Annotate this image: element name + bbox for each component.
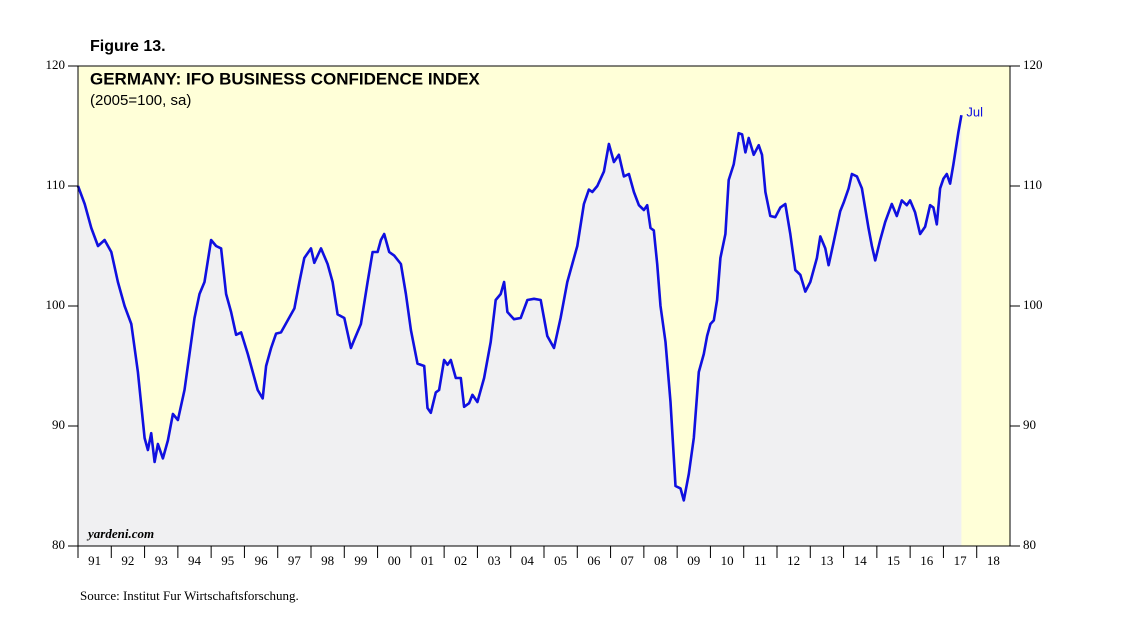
x-tick-label: 11 [754,553,767,568]
x-tick-label: 09 [687,553,700,568]
x-tick-label: 06 [587,553,601,568]
subtitle: (2005=100, sa) [90,92,191,109]
x-tick-label: 05 [554,553,567,568]
x-tick-label: 93 [155,553,168,568]
source: Source: Institut Fur Wirtschaftsforschun… [80,588,299,603]
x-tick-label: 94 [188,553,202,568]
x-tick-label: 17 [954,553,968,568]
area [78,115,962,546]
watermark: yardeni.com [86,526,154,541]
y-tick-label: 90 [52,417,65,432]
x-tick-label: 12 [787,553,800,568]
x-tick-label: 99 [354,553,367,568]
line [76,114,963,502]
figure-label: Figure 13. [90,38,166,55]
y2-tick-label: 110 [1023,177,1042,192]
x-tick-label: 07 [621,553,635,568]
x-tick-label: 10 [721,553,734,568]
x-tick-label: 04 [521,553,535,568]
y-tick-label: 120 [46,57,66,72]
x-tick-label: 92 [121,553,134,568]
y2-tick-label: 90 [1023,417,1036,432]
y-tick-label: 100 [46,297,66,312]
x-tick-label: 15 [887,553,900,568]
x-tick-label: 03 [488,553,501,568]
x-tick-label: 96 [255,553,269,568]
y-tick-label: 80 [52,537,65,552]
chart-title: GERMANY: IFO BUSINESS CONFIDENCE INDEX [90,69,480,88]
x-tick-label: 14 [854,553,868,568]
x-tick-label: 18 [987,553,1000,568]
end-label: Jul [966,105,983,120]
x-tick-label: 91 [88,553,101,568]
x-tick-label: 95 [221,553,234,568]
y-tick-label: 110 [46,177,65,192]
x-tick-label: 98 [321,553,334,568]
x-tick-label: 08 [654,553,667,568]
x-tick-label: 16 [920,553,934,568]
y2-tick-label: 100 [1023,297,1043,312]
x-tick-label: 97 [288,553,302,568]
y2-tick-label: 80 [1023,537,1036,552]
x-tick-label: 00 [388,553,401,568]
x-tick-label: 13 [820,553,833,568]
x-tick-label: 01 [421,553,434,568]
y2-tick-label: 120 [1023,57,1043,72]
x-tick-label: 02 [454,553,467,568]
